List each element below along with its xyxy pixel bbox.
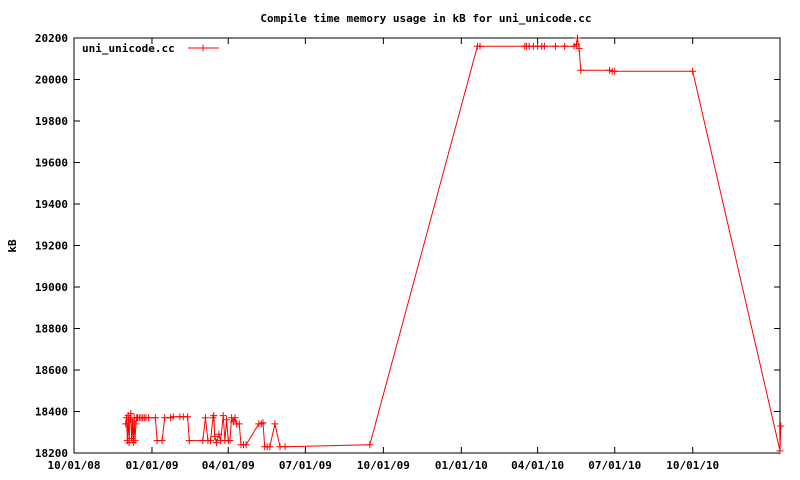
- data-point: [161, 414, 169, 422]
- data-point: [242, 441, 250, 449]
- series-uni-unicode: [122, 34, 785, 455]
- x-tick-label: 07/01/09: [279, 459, 332, 472]
- y-axis-label: kB: [6, 239, 19, 253]
- data-point: [611, 67, 619, 75]
- data-point: [223, 416, 231, 424]
- data-point: [271, 420, 279, 428]
- data-point: [158, 437, 166, 445]
- data-point: [201, 414, 209, 422]
- data-point: [689, 67, 697, 75]
- data-point: [776, 447, 784, 455]
- y-tick-label: 18600: [35, 364, 68, 377]
- data-point: [575, 44, 583, 52]
- data-point: [226, 437, 234, 445]
- x-tick-label: 01/01/09: [125, 459, 178, 472]
- data-point: [231, 414, 239, 422]
- data-point: [145, 414, 153, 422]
- plot-frame: [73, 37, 781, 454]
- data-point: [573, 40, 581, 48]
- legend: uni_unicode.cc: [82, 42, 219, 55]
- y-tick-label: 19000: [35, 281, 68, 294]
- x-tick-label: 04/01/10: [511, 459, 564, 472]
- data-point: [131, 437, 139, 445]
- data-point: [540, 42, 548, 50]
- data-point: [366, 441, 374, 449]
- x-tick-label: 04/01/09: [202, 459, 255, 472]
- data-point: [257, 420, 265, 428]
- x-tick-label: 10/01/10: [666, 459, 719, 472]
- legend-plus-marker: [199, 44, 207, 52]
- legend-entry-label: uni_unicode.cc: [82, 42, 175, 55]
- data-point: [551, 42, 559, 50]
- data-point: [127, 410, 135, 418]
- data-point: [184, 413, 192, 421]
- x-axis: 10/01/08 01/01/09 04/01/09 07/01/09 10/01/09…: [48, 38, 719, 472]
- chart-title: Compile time memory usage in kB for uni_…: [260, 12, 591, 25]
- data-point: [561, 42, 569, 50]
- y-tick-label: 20000: [35, 74, 68, 87]
- y-tick-label: 18200: [35, 447, 68, 460]
- data-point: [235, 420, 243, 428]
- data-point: [777, 422, 785, 430]
- y-tick-label: 18800: [35, 323, 68, 336]
- data-point: [476, 42, 484, 50]
- data-point: [151, 414, 159, 422]
- x-tick-label: 07/01/10: [588, 459, 641, 472]
- x-tick-label: 10/01/08: [48, 459, 101, 472]
- data-point: [132, 420, 140, 428]
- x-tick-label: 10/01/09: [357, 459, 410, 472]
- data-point: [207, 437, 214, 445]
- y-tick-label: 19200: [35, 240, 68, 253]
- data-point: [122, 420, 130, 428]
- y-tick-label: 19600: [35, 157, 68, 170]
- x-tick-label: 01/01/10: [435, 459, 488, 472]
- data-point: [219, 412, 227, 420]
- y-tick-label: 19800: [35, 115, 68, 128]
- data-point: [210, 412, 218, 420]
- data-point: [573, 34, 581, 42]
- data-point: [212, 439, 220, 447]
- data-point: [169, 413, 177, 421]
- data-point: [211, 432, 219, 440]
- data-point: [259, 419, 267, 427]
- series-line: [125, 37, 782, 452]
- data-point: [185, 437, 193, 445]
- data-point: [266, 443, 274, 451]
- data-point: [577, 66, 585, 74]
- y-axis: 18200 18400 18600 18800 19000 19200 19400 19600…: [35, 32, 780, 460]
- data-point: [215, 430, 223, 438]
- data-point: [281, 443, 289, 451]
- y-tick-label: 20200: [35, 32, 68, 45]
- y-tick-label: 18400: [35, 406, 68, 419]
- y-tick-label: 19400: [35, 198, 68, 211]
